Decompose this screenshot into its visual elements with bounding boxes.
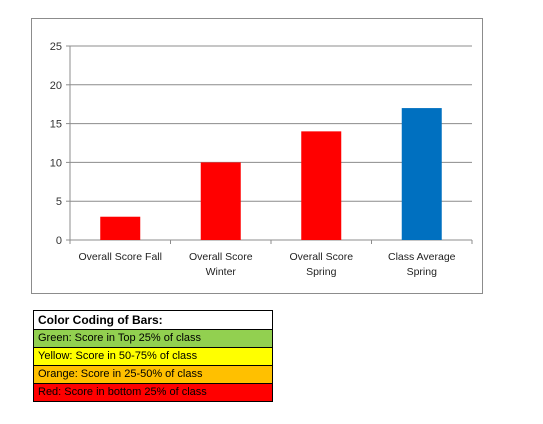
bar: [301, 131, 342, 240]
y-tick-label: 25: [50, 41, 62, 53]
legend-item-green: Green: Score in Top 25% of class: [34, 329, 272, 347]
y-tick-label: 0: [56, 235, 62, 247]
legend-title: Color Coding of Bars:: [34, 311, 272, 329]
y-tick-label: 10: [50, 157, 62, 169]
x-category-label: Overall Score: [289, 251, 353, 263]
y-tick-label: 20: [50, 80, 62, 92]
bar: [200, 162, 241, 240]
legend-item-orange: Orange: Score in 25-50% of class: [34, 365, 272, 383]
legend-item-red: Red: Score in bottom 25% of class: [34, 383, 272, 401]
chart-area: 0 5 10 15 20 25 Overall Score Fall Overall Scor…: [31, 18, 483, 294]
y-tick-label: 5: [56, 196, 62, 208]
x-category-label: Winter: [206, 266, 237, 278]
bar: [100, 216, 141, 240]
x-category-label: Overall Score: [189, 251, 253, 263]
bar: [401, 108, 442, 240]
y-tick-label: 15: [50, 119, 62, 131]
bar-chart: 0 5 10 15 20 25 Overall Score Fall Overall Scor…: [50, 41, 473, 278]
x-category-label: Overall Score Fall: [79, 251, 162, 263]
color-coding-legend: Color Coding of Bars: Green: Score in To…: [33, 310, 273, 402]
legend-item-yellow: Yellow: Score in 50-75% of class: [34, 347, 272, 365]
x-category-label: Spring: [407, 266, 438, 278]
x-category-label: Spring: [306, 266, 337, 278]
x-category-label: Class Average: [388, 251, 456, 263]
